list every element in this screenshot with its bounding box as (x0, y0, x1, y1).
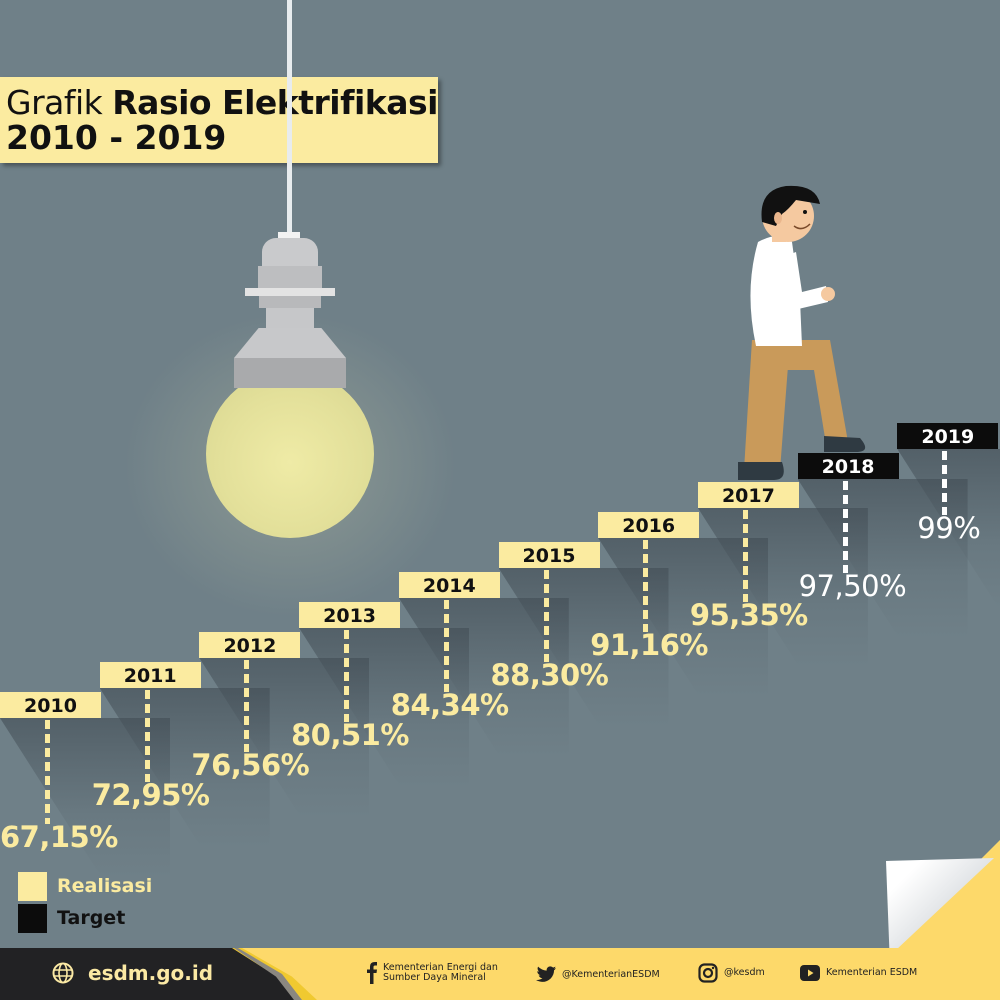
instagram-handle: @kesdm (724, 967, 765, 978)
dashed-connector (144, 690, 150, 782)
title-main: Rasio Elektrifikasi (112, 83, 438, 122)
value-label-2011: 72,95% (91, 778, 210, 812)
youtube-link[interactable]: Kementerian ESDM (800, 965, 917, 981)
year-label-2011: 2011 (99, 662, 201, 688)
value-label-2013: 80,51% (291, 718, 409, 752)
value-label-2019: 99% (917, 511, 981, 545)
legend-label: Realisasi (57, 875, 153, 897)
dashed-connector (443, 600, 449, 692)
value-label-2016: 91,16% (590, 628, 708, 662)
dashed-connector (643, 540, 649, 632)
facebook-link[interactable]: Kementerian Energi dan Sumber Daya Miner… (367, 962, 498, 984)
value-label-2010: 67,15% (0, 820, 118, 854)
lamp-socket-ring (258, 266, 322, 290)
website-label: esdm.go.id (88, 961, 214, 985)
value-label-2015: 88,30% (490, 658, 609, 692)
year-label-2014: 2014 (398, 572, 500, 598)
climbing-person-icon (738, 185, 866, 480)
legend-swatch-target (18, 903, 47, 933)
value-label-2014: 84,34% (390, 688, 509, 722)
dashed-connector (942, 451, 948, 515)
year-label-2012: 2012 (199, 632, 301, 658)
title-range: 2010 - 2019 (6, 118, 227, 157)
year-label-2017: 2017 (697, 482, 799, 508)
legend: Realisasi Target (18, 870, 152, 934)
dashed-connector (244, 660, 250, 752)
youtube-channel: Kementerian ESDM (826, 967, 918, 978)
year-label-2015: 2015 (498, 542, 600, 568)
value-label-2012: 76,56% (191, 748, 310, 782)
legend-swatch-realisasi (18, 871, 47, 901)
instagram-icon (698, 963, 718, 983)
twitter-icon (536, 966, 556, 982)
lamp-flange (245, 288, 335, 296)
year-label-2010: 2010 (0, 692, 101, 718)
year-label-2016: 2016 (598, 512, 700, 538)
chart-title: Grafik Rasio Elektrifikasi 2010 - 2019 (0, 77, 438, 163)
lamp-socket (262, 238, 318, 270)
lamp-neck-lower (266, 308, 314, 328)
twitter-handle: @KementerianESDM (562, 968, 660, 980)
lamp-base (234, 358, 346, 388)
lamp-cap (278, 232, 300, 240)
twitter-link[interactable]: @KementerianESDM (536, 966, 660, 983)
year-label-2013: 2013 (299, 602, 401, 628)
lamp-cord (287, 0, 292, 235)
legend-item-realisasi: Realisasi (18, 870, 152, 902)
dashed-connector (742, 510, 748, 602)
footer: esdm.go.id Kementerian Energi dan Sumber… (0, 948, 1000, 1000)
bulb-icon (206, 370, 374, 538)
year-label-2019: 2019 (897, 423, 999, 449)
dashed-connector (842, 481, 848, 573)
facebook-line2: Sumber Daya Mineral (383, 972, 486, 983)
youtube-icon (800, 965, 820, 981)
dashed-connector (45, 720, 50, 824)
legend-item-target: Target (18, 902, 152, 934)
facebook-icon (367, 962, 377, 984)
globe-icon (52, 962, 74, 984)
lamp-neck (259, 296, 321, 308)
instagram-link[interactable]: @kesdm (698, 963, 765, 983)
title-prefix: Grafik (6, 83, 103, 122)
website-link[interactable]: esdm.go.id (52, 961, 213, 985)
value-label-2017: 95,35% (689, 598, 808, 632)
legend-label: Target (57, 907, 126, 929)
dashed-connector (543, 570, 549, 662)
value-label-2018: 97,50% (798, 569, 907, 603)
year-label-2018: 2018 (797, 453, 899, 479)
facebook-line1: Kementerian Energi dan (383, 962, 498, 973)
dashed-connector (344, 630, 350, 722)
